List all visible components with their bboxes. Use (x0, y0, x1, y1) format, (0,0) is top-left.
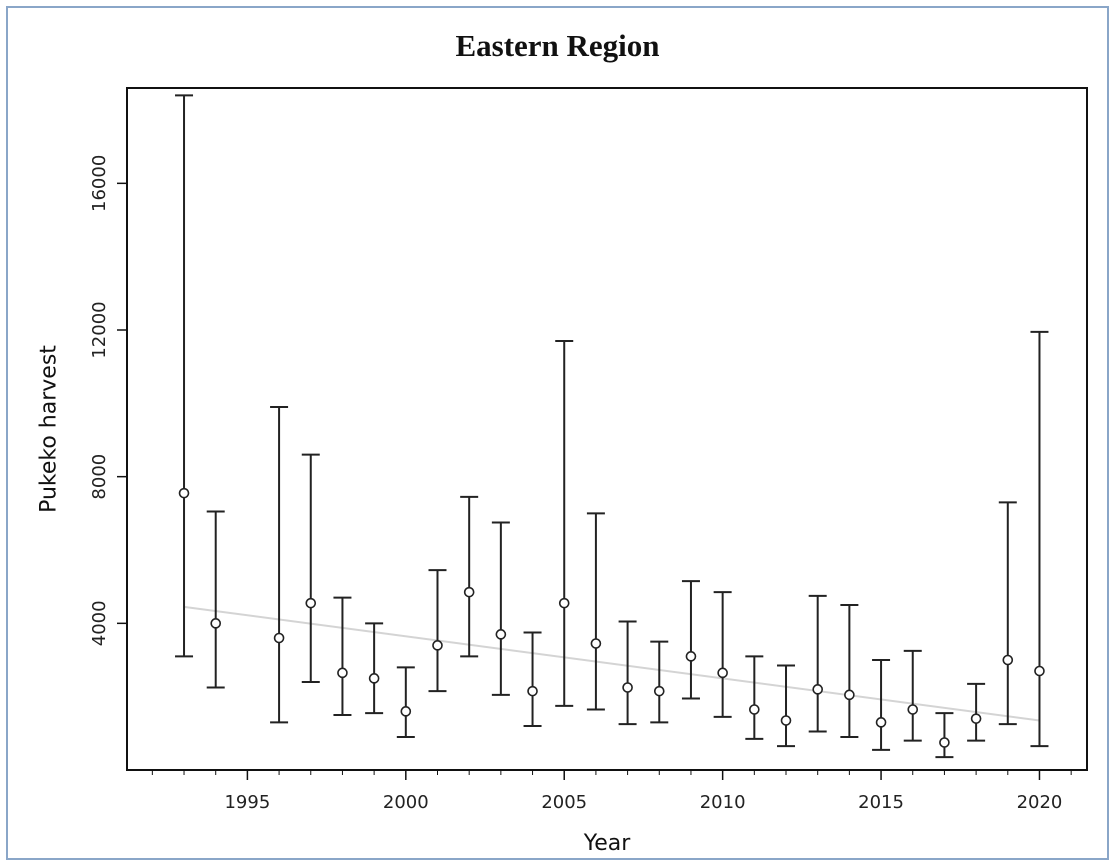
points-layer (178, 487, 1045, 748)
x-tick-label-1995: 1995 (224, 792, 270, 813)
data-point-2013 (812, 684, 823, 695)
data-point-2009 (685, 651, 697, 662)
data-point-2001 (432, 640, 443, 651)
x-tick-label-2005: 2005 (541, 792, 587, 813)
data-point-1994 (210, 618, 222, 629)
y-tick-label-16000: 16000 (89, 155, 110, 212)
plot-area (126, 87, 1088, 771)
y-tick-label-12000: 12000 (89, 301, 110, 358)
data-point-2005 (558, 597, 570, 609)
data-point-2020 (1034, 665, 1045, 677)
x-axis: 1995 2000 2005 2010 2015 2020 (151, 770, 1072, 813)
data-point-2011 (749, 704, 760, 715)
data-point-2010 (717, 667, 728, 679)
data-point-2019 (1002, 654, 1014, 666)
data-point-2018 (970, 713, 982, 724)
data-point-2006 (590, 638, 602, 649)
data-point-2007 (622, 682, 633, 693)
data-point-2000 (400, 706, 412, 717)
data-point-1993 (178, 487, 190, 499)
error-bars-layer (175, 94, 1049, 759)
x-tick-label-2000: 2000 (383, 792, 429, 813)
data-point-2003 (495, 629, 507, 640)
y-axis-label: Pukeko harvest (37, 345, 62, 513)
data-point-2014 (844, 689, 855, 701)
trend-line-layer (183, 605, 1040, 722)
data-point-1998 (337, 667, 348, 679)
data-point-2015 (875, 717, 887, 728)
data-point-2002 (463, 586, 475, 598)
data-point-2016 (907, 704, 919, 715)
x-axis-label: Year (583, 831, 632, 856)
y-tick-label-8000: 8000 (89, 454, 110, 500)
chart-title: Eastern Region (455, 28, 660, 63)
data-point-2012 (780, 715, 792, 726)
x-tick-label-2015: 2015 (858, 792, 904, 813)
data-point-2008 (653, 685, 665, 697)
data-point-1999 (368, 673, 380, 684)
chart-frame (6, 6, 1109, 860)
data-point-1997 (305, 597, 317, 609)
data-point-2017 (939, 737, 950, 748)
data-point-1996 (273, 632, 285, 644)
x-tick-label-2010: 2010 (700, 792, 746, 813)
trend-line (183, 605, 1040, 722)
x-tick-label-2020: 2020 (1017, 792, 1063, 813)
data-point-2004 (527, 685, 538, 697)
y-tick-label-4000: 4000 (89, 600, 110, 646)
y-axis: 4000 8000 12000 16000 (89, 155, 127, 646)
